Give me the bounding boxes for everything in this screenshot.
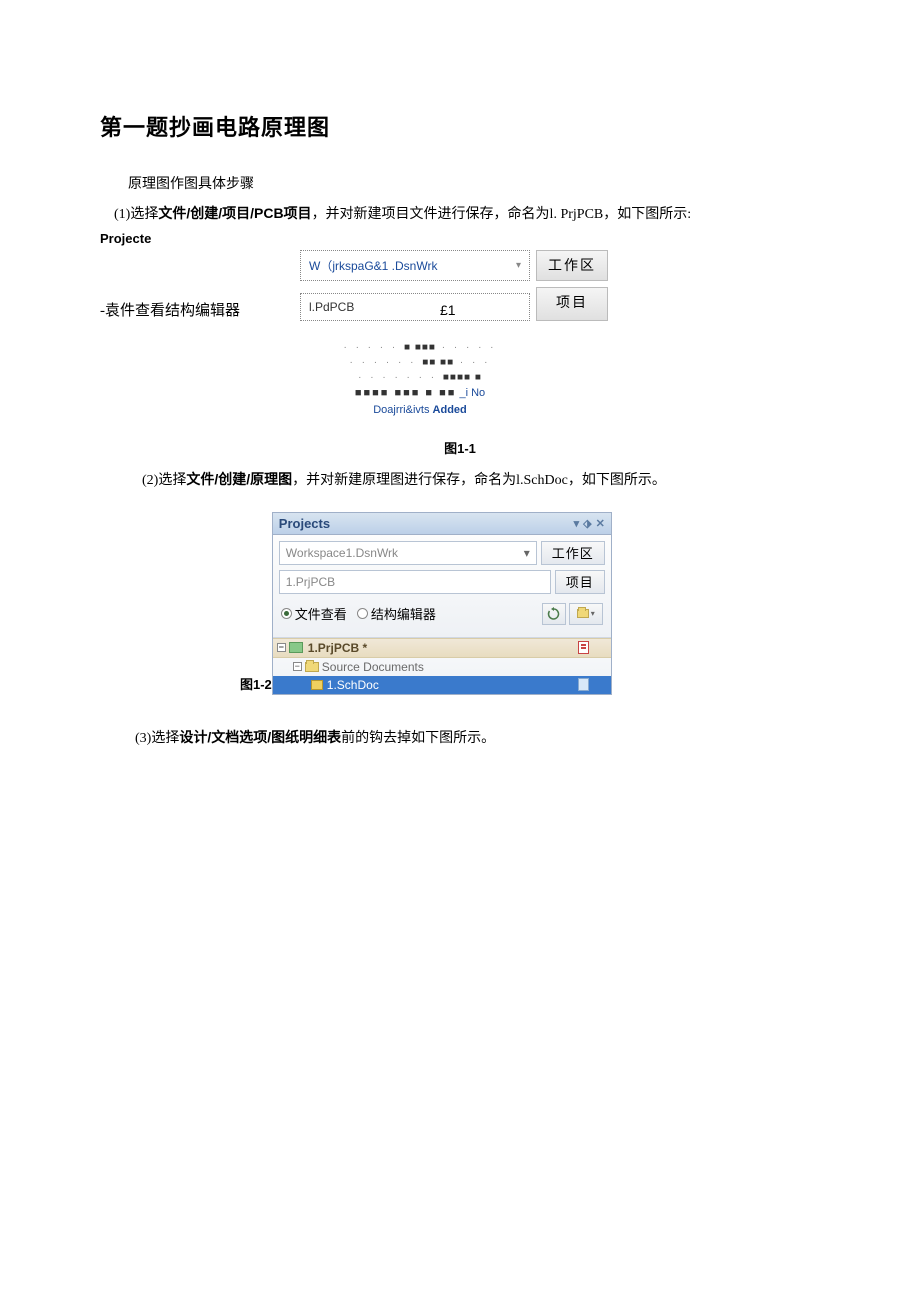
chevron-down-icon: ▾ xyxy=(524,546,530,560)
step1-post: ，并对新建项目文件进行保存，命名为l. PrjPCB，如下图所示: xyxy=(312,207,692,222)
d2b: ■■ ■■ xyxy=(422,357,454,368)
tree-schdoc-node[interactable]: 1.SchDoc xyxy=(273,676,611,694)
collapse-icon-2[interactable]: − xyxy=(293,662,302,671)
added-bold: Added xyxy=(433,404,467,416)
d2c: · · · xyxy=(460,357,491,368)
step1-text: (1)选择文件/创建/项目/PCB项目，并对新建项目文件进行保存，命名为l. P… xyxy=(100,201,820,227)
workspace-btn2[interactable]: 工作区 xyxy=(541,541,605,565)
step2-post: ，并对新建原理图进行保存，命名为l.SchDoc，如下图所示。 xyxy=(292,473,666,488)
workspace-value: W（jrkspaG&1 .DsnWrk xyxy=(309,257,437,274)
intro-text: 原理图作图具体步骤 xyxy=(100,172,820,197)
step3-post: 前的钩去掉如下图所示。 xyxy=(341,731,495,746)
step3-text: (3)选择设计/文档选项/图纸明细表前的钩去掉如下图所示。 xyxy=(135,725,820,751)
d2a: · · · · · · xyxy=(350,357,417,368)
d1b: ■ ■■■ xyxy=(404,342,436,353)
radio-struct-editor[interactable]: 结构编辑器 xyxy=(357,604,436,623)
projects-title: Projects xyxy=(279,516,330,531)
step2-bold: 文件/创建/原理图 xyxy=(186,471,292,487)
d3a: · · · · · · · xyxy=(358,372,437,383)
projects-header: Projects ▾ ⬗ ✕ xyxy=(273,513,611,535)
editor-label: -袁件查看结构编辑器 xyxy=(100,299,240,320)
step3-bold: 设计/文档选项/图纸明细表 xyxy=(179,729,341,745)
dropdown-arrow-icon: ▾ xyxy=(516,260,521,271)
workspace-select-value: Workspace1.DsnWrk xyxy=(286,546,398,560)
d3b: ■■■■ ■ xyxy=(443,372,482,383)
tree-source-label: Source Documents xyxy=(322,660,424,674)
workspace-dropdown[interactable]: W（jrkspaG&1 .DsnWrk ▾ xyxy=(300,250,530,281)
pin-icon[interactable]: ⬗ xyxy=(583,517,591,530)
figure1-caption: 图1-1 xyxy=(100,438,820,457)
pound-label: £1 xyxy=(440,302,456,318)
collapse-icon[interactable]: − xyxy=(277,643,286,652)
projects-body: Workspace1.DsnWrk ▾ 工作区 1.PrjPCB 项目 文件查看 xyxy=(273,535,611,637)
dashes: ■■■■ ■■■ ■ ■■ xyxy=(355,387,457,399)
tree-source-node[interactable]: − Source Documents xyxy=(273,658,611,676)
radio-file-label: 文件查看 xyxy=(295,604,347,623)
folder-icon-2 xyxy=(305,662,319,672)
doc-icon xyxy=(578,641,589,654)
project-input[interactable]: l.PdPCB xyxy=(300,293,530,321)
project-tree: − 1.PrjPCB * − Source Documents 1.SchDoc xyxy=(273,637,611,694)
project-button[interactable]: 项目 xyxy=(536,287,608,321)
tree-project-node[interactable]: − 1.PrjPCB * xyxy=(273,638,611,658)
projecte-label: Projecte xyxy=(100,231,820,246)
open-button[interactable]: ▾ xyxy=(569,603,603,625)
schdoc-icon xyxy=(311,680,323,690)
workspace-button[interactable]: 工作区 xyxy=(536,250,608,281)
project-icon xyxy=(289,642,303,653)
d1c: · · · · · xyxy=(442,342,497,353)
panel-header-icons: ▾ ⬗ ✕ xyxy=(574,517,605,530)
dots-decoration: · · · · · ■ ■■■ · · · · · · · · · · · ■■… xyxy=(280,340,560,418)
workspace-select[interactable]: Workspace1.DsnWrk ▾ xyxy=(279,541,537,565)
page-icon xyxy=(578,678,589,691)
tree-project-label: 1.PrjPCB * xyxy=(308,641,367,655)
refresh-button[interactable] xyxy=(542,603,566,625)
step1-pre: (1)选择 xyxy=(114,207,158,222)
project-btn2[interactable]: 项目 xyxy=(555,570,605,594)
project-field[interactable]: 1.PrjPCB xyxy=(279,570,551,594)
d1a: · · · · · xyxy=(343,342,398,353)
step3-pre: (3)选择 xyxy=(135,731,179,746)
project-value: l.PdPCB xyxy=(309,300,354,314)
close-icon[interactable]: ✕ xyxy=(596,517,605,530)
view-mode-row: 文件查看 结构编辑器 ▾ xyxy=(279,599,605,631)
added-text: Doajrri&ivts xyxy=(373,404,429,416)
step2-pre: (2)选择 xyxy=(142,473,186,488)
figure2-caption: 图1-2 xyxy=(240,674,272,695)
projects-panel: Projects ▾ ⬗ ✕ Workspace1.DsnWrk ▾ 工作区 1… xyxy=(272,512,612,695)
project-field-value: 1.PrjPCB xyxy=(286,575,335,589)
minimize-icon[interactable]: ▾ xyxy=(574,517,580,530)
folder-icon xyxy=(577,609,589,618)
page-title: 第一题抄画电路原理图 xyxy=(100,110,820,142)
step2-text: (2)选择文件/创建/原理图，并对新建原理图进行保存，命名为l.SchDoc，如… xyxy=(142,467,820,493)
radio-struct-label: 结构编辑器 xyxy=(371,604,436,623)
radio-file-view[interactable]: 文件查看 xyxy=(281,604,347,623)
tree-schdoc-label: 1.SchDoc xyxy=(327,678,379,692)
no-text: _i No xyxy=(456,387,485,399)
step1-bold: 文件/创建/项目/PCB项目 xyxy=(158,205,311,221)
